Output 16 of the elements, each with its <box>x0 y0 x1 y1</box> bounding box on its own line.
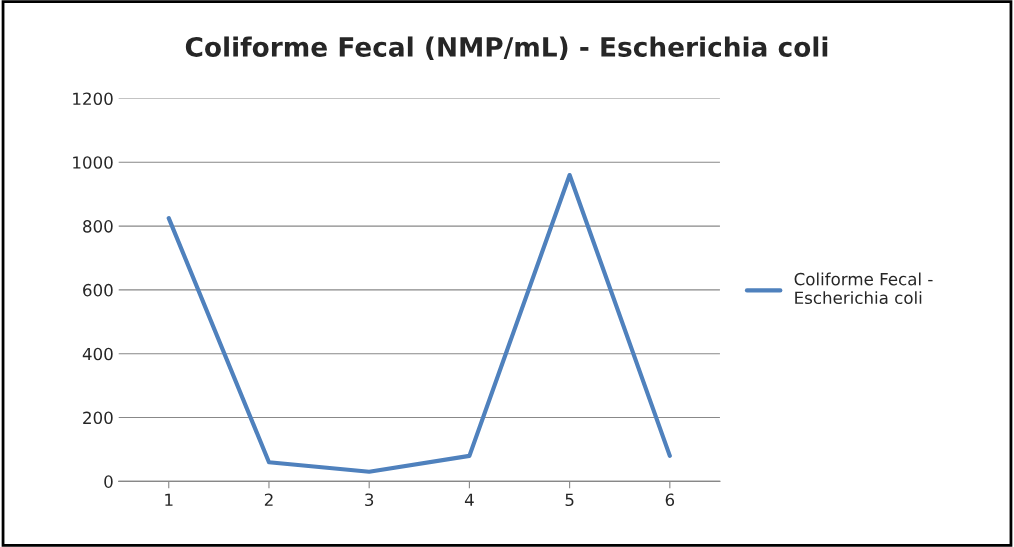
y-tick-label: 200 <box>83 411 113 425</box>
line-series <box>166 172 672 474</box>
y-tick-label: 600 <box>83 283 113 297</box>
legend-label: Coliforme Fecal - Escherichia coli <box>794 272 933 305</box>
y-tick-label: 400 <box>82 347 113 361</box>
x-tick-label: 4 <box>464 493 474 506</box>
x-tick-label: 3 <box>365 493 374 507</box>
x-tick-label: 1 <box>165 493 173 506</box>
y-tick-label: 0 <box>104 475 113 488</box>
y-tick-label: 1000 <box>73 156 113 169</box>
chart-title: Coliforme Fecal (NMP/mL) - Escherichia coli <box>185 36 828 60</box>
y-tick-label: 800 <box>83 220 113 233</box>
x-tick-label: 6 <box>665 493 675 507</box>
x-tick-label: 2 <box>264 493 273 506</box>
x-tick-label: 5 <box>565 493 574 507</box>
y-tick-label: 1200 <box>73 92 113 106</box>
